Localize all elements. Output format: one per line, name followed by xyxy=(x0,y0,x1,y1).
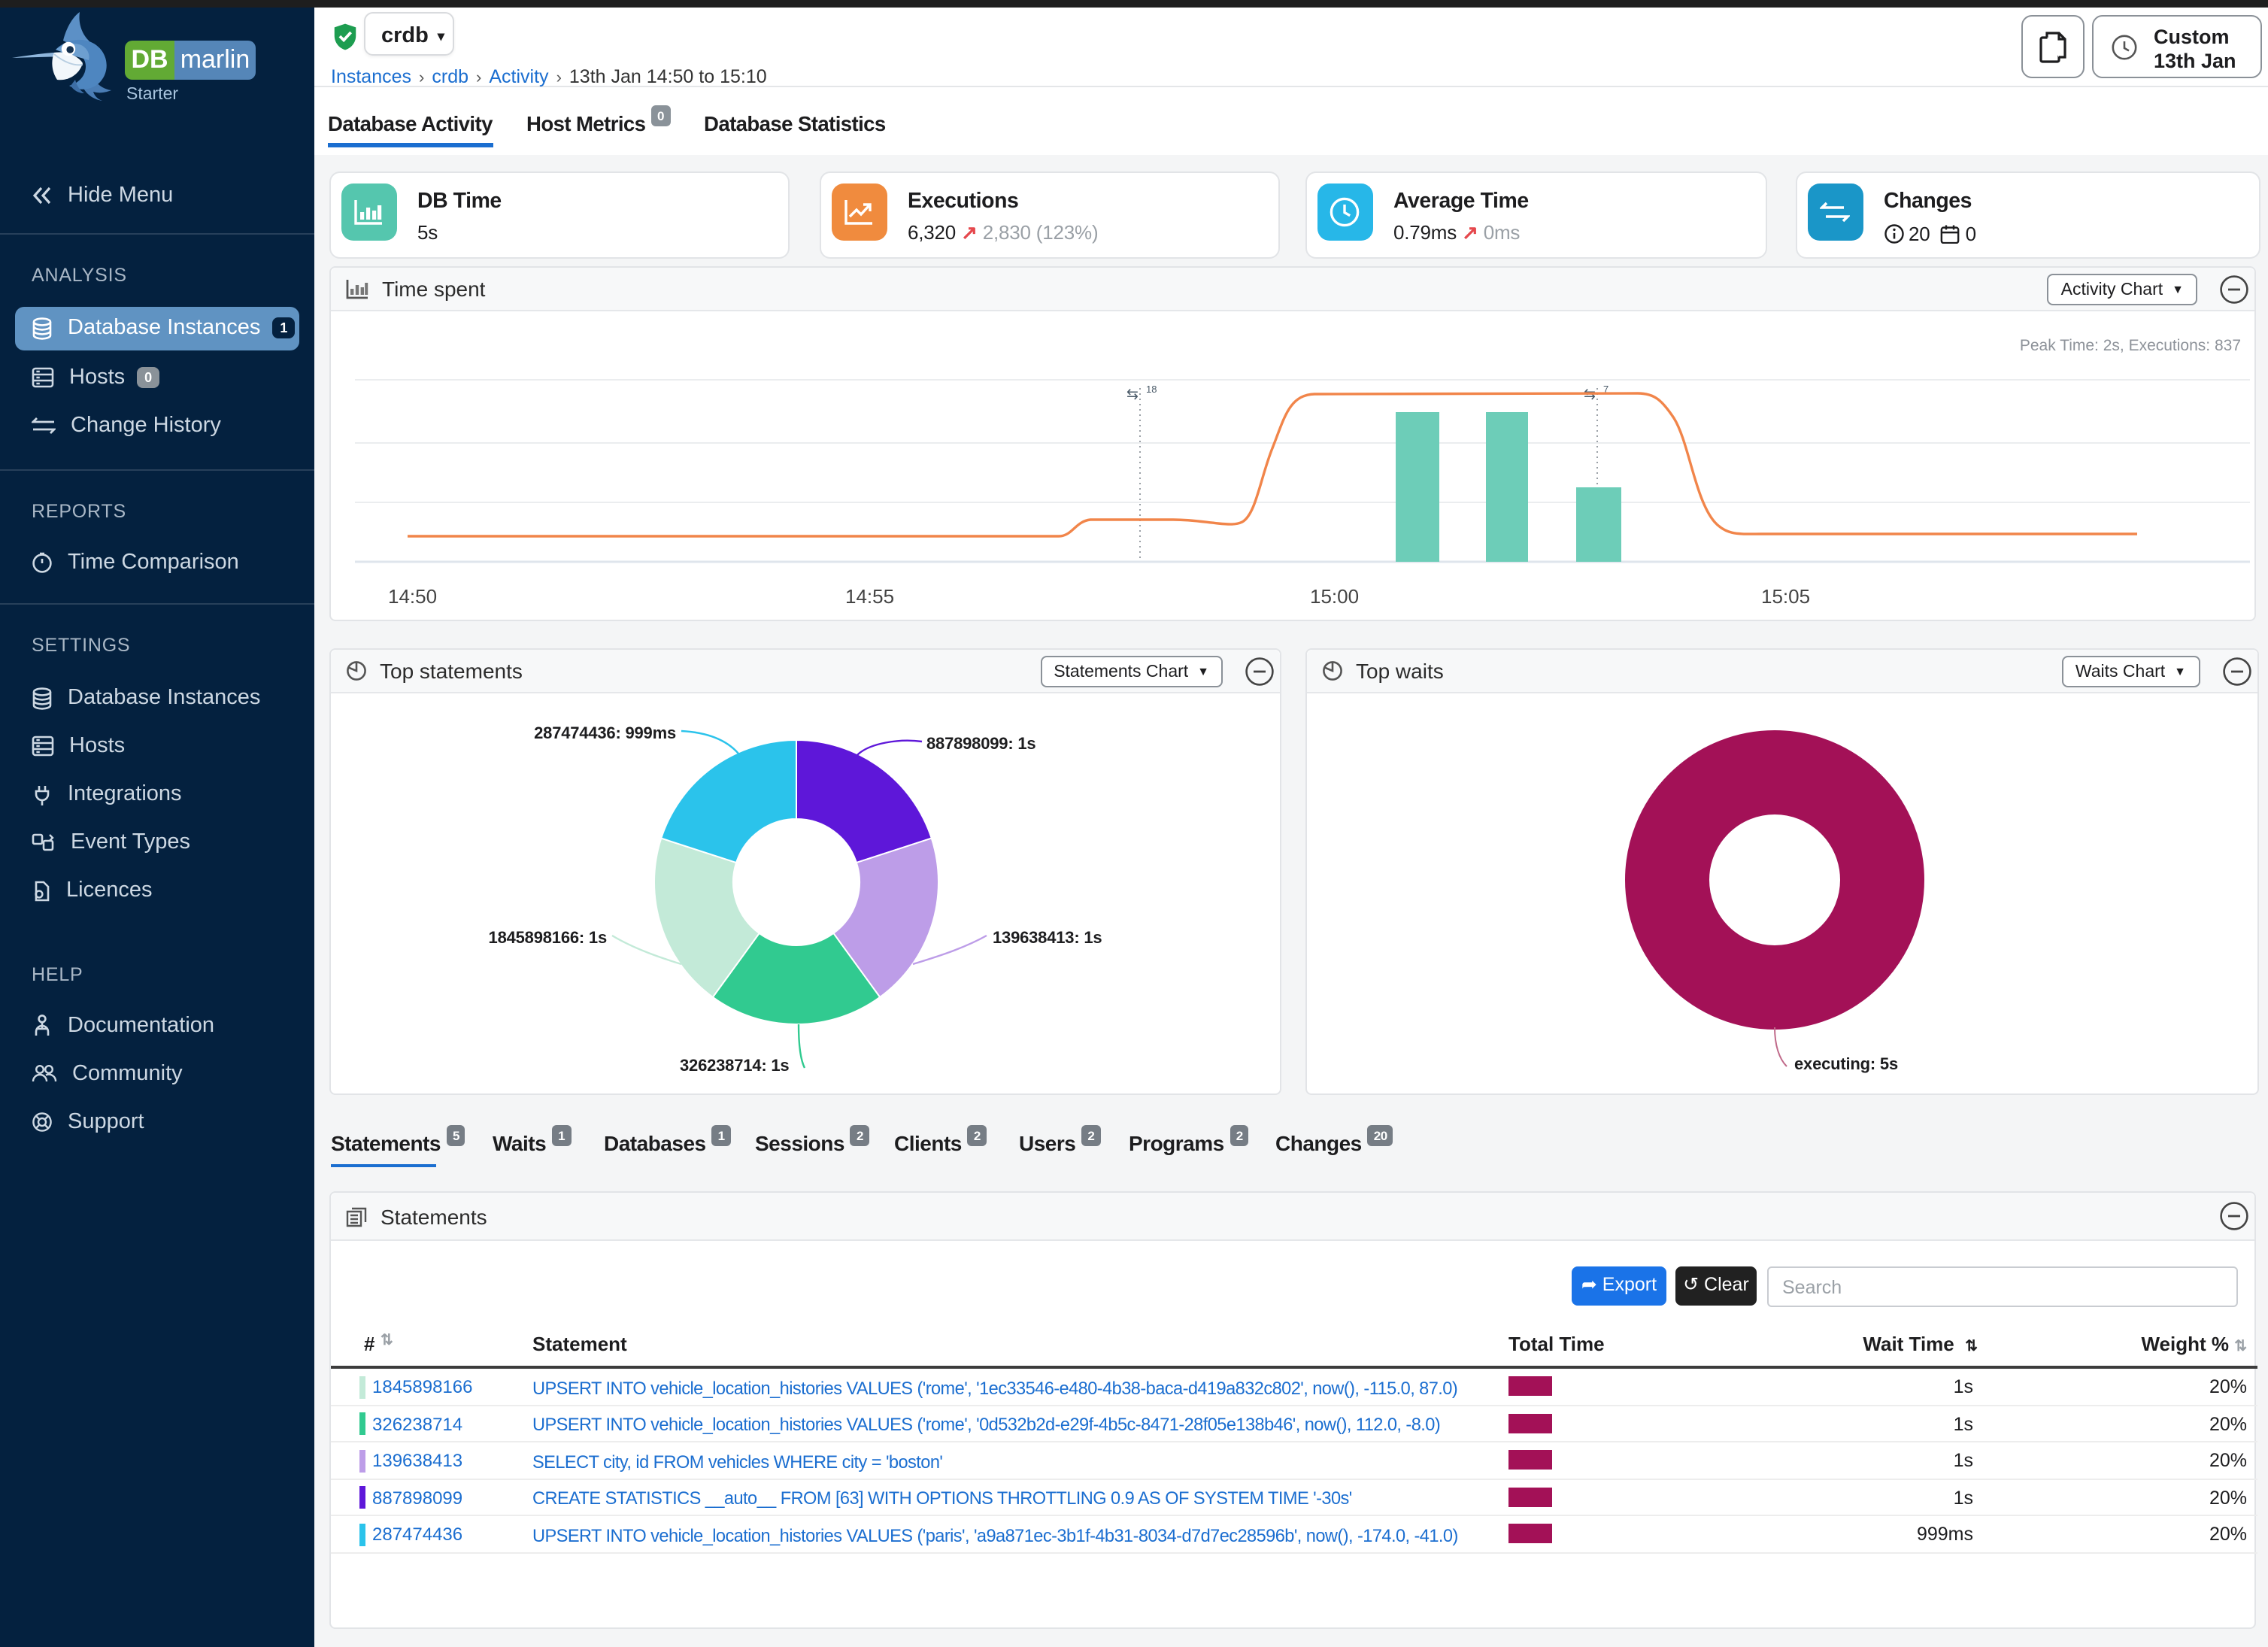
svg-text:18: 18 xyxy=(1146,384,1157,395)
svg-text:15:00: 15:00 xyxy=(1310,585,1359,608)
svg-text:15:05: 15:05 xyxy=(1761,585,1810,608)
svg-text:7: 7 xyxy=(1603,384,1609,395)
svg-text:14:50: 14:50 xyxy=(388,585,437,608)
svg-text:887898099: 1s: 887898099: 1s xyxy=(926,734,1035,753)
svg-text:287474436: 999ms: 287474436: 999ms xyxy=(533,723,675,742)
svg-text:executing: 5s: executing: 5s xyxy=(1793,1054,1897,1073)
svg-text:139638413: 1s: 139638413: 1s xyxy=(992,928,1101,947)
svg-text:14:55: 14:55 xyxy=(845,585,894,608)
svg-text:1845898166: 1s: 1845898166: 1s xyxy=(488,928,606,947)
svg-text:326238714: 1s: 326238714: 1s xyxy=(679,1056,788,1075)
svg-text:⇆: ⇆ xyxy=(1126,387,1139,402)
